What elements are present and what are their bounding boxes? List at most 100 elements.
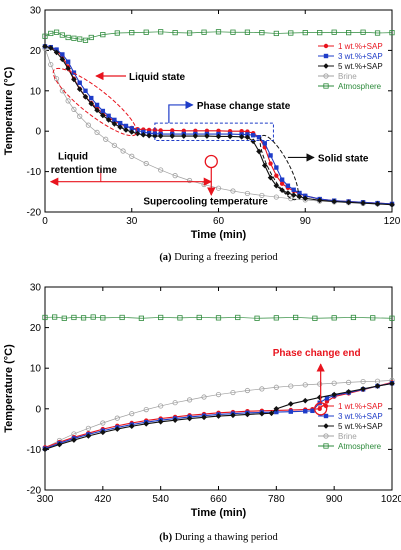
data-point (89, 95, 94, 101)
data-point (59, 56, 66, 63)
series-brine (42, 377, 395, 451)
data-point (245, 132, 250, 137)
legend-label: 3 wt.%+SAP (338, 412, 383, 421)
data-point (192, 133, 199, 139)
data-point (215, 29, 222, 35)
data-point (259, 30, 265, 36)
data-point (186, 397, 193, 403)
data-point (177, 315, 183, 321)
data-point (120, 148, 126, 154)
data-point (346, 379, 352, 386)
y-axis-label: Temperature (°C) (3, 344, 15, 433)
data-point (71, 314, 77, 321)
x-tick-label: 1020 (381, 494, 401, 505)
data-point (71, 35, 77, 41)
data-point (302, 195, 309, 202)
legend-label: Atmosphere (338, 82, 382, 91)
data-point (201, 414, 207, 421)
data-point (114, 426, 121, 432)
data-point (251, 133, 256, 138)
data-point (42, 314, 48, 321)
data-point (238, 134, 245, 140)
data-point (85, 425, 91, 431)
y-tick-label: -10 (27, 167, 42, 178)
data-point (152, 133, 158, 139)
data-point (288, 196, 294, 202)
data-point (114, 30, 120, 36)
chart-freezing: 0 30 60 90 120 -20 -10 0 10 20 30 Time (min) Tempera… (3, 6, 401, 264)
data-point (143, 160, 149, 167)
data-point (374, 30, 381, 36)
data-point (56, 441, 63, 448)
data-point (374, 383, 381, 389)
data-point (256, 135, 262, 140)
data-point (186, 30, 193, 36)
data-point (71, 437, 77, 443)
x-tick-label: 660 (210, 494, 227, 505)
x-tick-label: 300 (37, 494, 54, 505)
data-point (288, 383, 294, 389)
data-point (303, 409, 308, 414)
caption-text: During a freezing period (172, 252, 279, 263)
liquid-state-label: Liquid state (129, 72, 186, 83)
data-point (172, 30, 178, 36)
data-point (143, 407, 149, 413)
data-point (172, 417, 178, 423)
legend-label: 3 wt.%+SAP (338, 52, 383, 61)
data-point (215, 133, 222, 140)
data-point (181, 133, 187, 139)
data-point (274, 165, 279, 170)
series-line (44, 31, 393, 41)
x-tick-label: 900 (326, 494, 343, 505)
data-point (100, 32, 106, 38)
data-point (100, 420, 106, 426)
legend-label: 5 wt.%+SAP (338, 62, 383, 71)
data-point (273, 30, 279, 37)
figure-caption: (b) During a thawing period (159, 532, 278, 543)
data-point (134, 130, 141, 137)
data-point (331, 29, 337, 35)
data-point (103, 136, 109, 142)
data-point (42, 33, 48, 39)
supercooling-label: Supercooling temperature (143, 197, 268, 208)
data-point (65, 59, 71, 64)
data-point (169, 133, 176, 139)
data-point (157, 418, 164, 425)
data-point (267, 174, 274, 181)
data-point (273, 182, 280, 189)
series-5-wt-sap (42, 43, 395, 208)
data-point (143, 29, 149, 35)
data-point (273, 406, 280, 412)
data-point (100, 429, 106, 436)
data-point (302, 397, 309, 404)
legend-label: 5 wt.%+SAP (338, 422, 383, 431)
y-axis-label: Temperature (°C) (3, 66, 15, 155)
y-tick-label: 30 (30, 283, 42, 294)
y-tick-label: 10 (30, 86, 42, 97)
series-line (44, 316, 393, 319)
data-point (77, 80, 82, 85)
caption-text: During a thawing period (172, 532, 278, 543)
data-point (259, 192, 265, 199)
x-axis-label: Time (min) (191, 229, 247, 241)
data-point (317, 30, 323, 36)
data-point (129, 153, 135, 159)
legend-swatch-marker (323, 43, 329, 49)
chart-thawing: 300 420 540 660 780 900 1020-20-100102030Time … (3, 283, 401, 544)
data-point (76, 86, 83, 92)
data-point (85, 122, 91, 128)
data-point (201, 394, 207, 400)
data-point (77, 36, 83, 42)
data-point (287, 401, 294, 407)
data-point (47, 45, 54, 51)
data-point (106, 113, 111, 119)
data-point (135, 128, 140, 133)
data-point (100, 315, 106, 321)
data-point (345, 388, 352, 395)
data-point (279, 181, 285, 186)
data-point (59, 32, 65, 38)
data-point (42, 43, 48, 50)
data-point (235, 314, 241, 321)
data-point (94, 107, 100, 113)
